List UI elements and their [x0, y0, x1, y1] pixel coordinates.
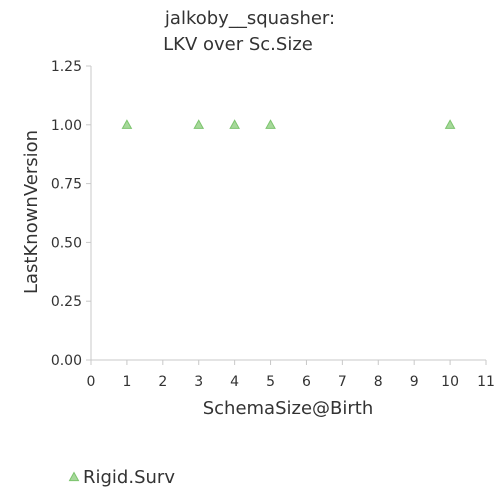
x-tick-label: 9 [410, 374, 419, 390]
x-tick-label: 2 [158, 374, 167, 390]
y-tick-label: 1.25 [51, 59, 82, 75]
x-tick-label: 11 [477, 374, 495, 390]
chart-title-line-1: jalkoby__squasher: [164, 8, 335, 29]
x-tick-label: 8 [374, 374, 383, 390]
chart-title-line-2: LKV over Sc.Size [163, 34, 313, 55]
x-axis-label: SchemaSize@Birth [203, 398, 374, 419]
x-tick-label: 7 [338, 374, 347, 390]
y-axis-ticks: 0.00 0.25 0.50 0.75 1.00 1.25 [51, 59, 91, 369]
data-point [444, 119, 456, 129]
data-point [265, 119, 276, 129]
x-axis-ticks: 0 1 2 3 4 5 6 7 8 9 10 11 [87, 360, 495, 390]
y-tick-label: 1.00 [51, 118, 82, 134]
data-point [121, 119, 133, 129]
x-tick-label: 6 [302, 374, 311, 390]
legend-marker-triangle-icon [68, 471, 80, 482]
x-tick-label: 1 [122, 374, 131, 390]
x-tick-label: 0 [87, 374, 96, 390]
data-point [229, 119, 240, 129]
plot-area: 0.00 0.25 0.50 0.75 1.00 1.25 0 1 2 3 4 5 6 7 8 9 10 11 [51, 59, 495, 390]
y-tick-label: 0.75 [51, 177, 82, 193]
y-axis-label: LastKnownVersion [21, 130, 42, 294]
x-tick-label: 5 [266, 374, 275, 390]
x-tick-label: 3 [194, 374, 203, 390]
y-tick-label: 0.50 [51, 235, 82, 251]
data-points [121, 119, 456, 129]
y-tick-label: 0.25 [51, 294, 82, 310]
data-point [193, 119, 205, 129]
x-tick-label: 4 [230, 374, 239, 390]
legend: Rigid.Surv [68, 467, 175, 488]
legend-label-rigid-surv: Rigid.Surv [83, 467, 175, 488]
x-tick-label: 10 [441, 374, 459, 390]
y-tick-label: 0.00 [51, 353, 82, 369]
